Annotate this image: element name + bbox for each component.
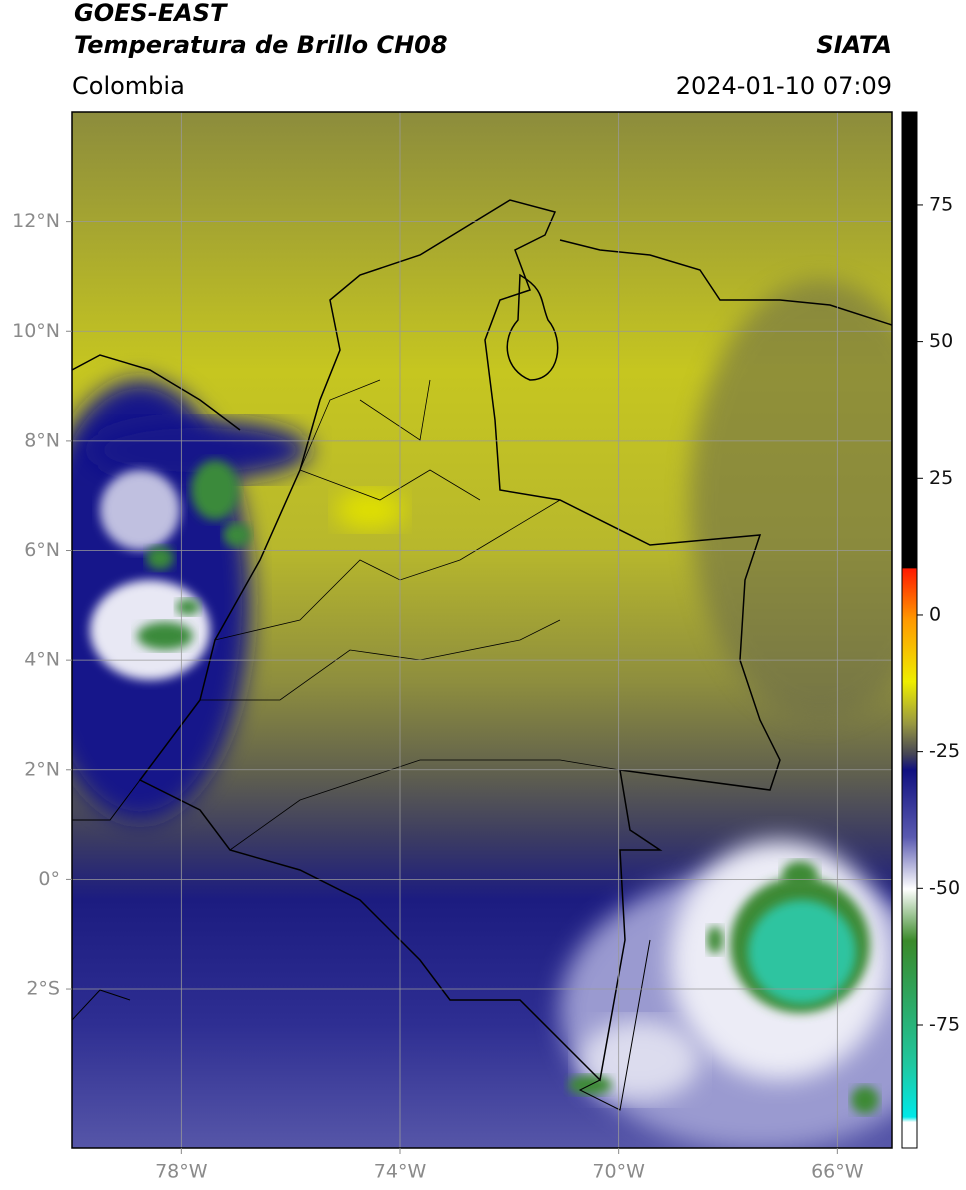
datetime: 2024-01-10 07:09 [676,72,892,100]
cold-top [137,622,193,650]
y-tick-label: 8°N [24,429,60,451]
source: SIATA [816,31,892,59]
cold-top [146,546,174,570]
y-tick-label: 12°N [12,210,60,232]
map-frame [71,111,893,1149]
y-tick-label: 4°N [24,649,60,671]
cloud-region [90,420,310,480]
x-tick-label: 70°W [592,1161,645,1183]
y-tick-label: 0° [38,868,60,890]
cold-top [851,1086,879,1114]
map [72,112,892,1148]
grid [72,112,892,1148]
cloud-region [580,1020,700,1100]
cold-top [191,460,239,520]
cloud-region [100,470,180,550]
cold-top [223,523,251,547]
region: Colombia [72,72,185,100]
y-tick-label: 6°N [24,539,60,561]
x-tick-label: 78°W [155,1161,208,1183]
cold-top [176,599,200,615]
x-tick-label: 74°W [374,1161,427,1183]
cold-top [748,900,856,1004]
colorbar-tick-label: 50 [929,330,953,352]
cold-top [782,861,818,889]
colorbar-tick-label: -25 [929,740,960,762]
coastline [72,239,892,431]
x-tick-label: 66°W [811,1161,864,1183]
border [72,779,651,1111]
y-tick-label: 2°S [26,978,60,1000]
colorbar-tick-label: 0 [929,603,941,625]
colorbar-tick-label: 75 [929,193,953,215]
colorbar [901,111,918,1149]
colorbar-tick-label: -50 [929,877,960,899]
colorbar-tick-label: 25 [929,467,953,489]
lake [506,273,559,381]
department-border [200,379,621,851]
subtitle: Temperatura de Brillo CH08 [74,31,448,59]
cold-top [707,926,723,954]
title: GOES-EAST [74,0,228,27]
y-tick-label: 10°N [12,320,60,342]
warm-region [335,490,405,530]
colorbar-tick-label: -75 [929,1013,960,1035]
y-tick-label: 2°N [24,758,60,780]
cloud-region [690,280,892,720]
